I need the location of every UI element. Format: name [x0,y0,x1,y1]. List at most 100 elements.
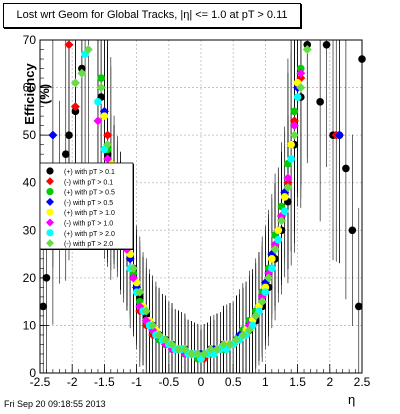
data-point [280,207,289,216]
data-point [270,244,280,254]
y-tick-label: 20 [23,271,37,285]
legend-marker [46,218,54,227]
data-point [261,288,270,296]
legend-label: (+) with pT > 0.5 [64,190,115,197]
data-point [283,178,293,188]
x-tick-label: -0.5 [158,375,179,389]
x-axis-title: η [348,392,356,407]
x-tick-label: -2 [67,375,78,389]
data-point [70,102,80,112]
data-point [251,311,261,321]
legend-label: (+) with pT > 2.0 [64,231,115,238]
data-point [100,112,109,120]
data-point [96,83,106,93]
data-point [277,216,286,226]
data-point [316,98,324,106]
x-tick-label: 1.5 [289,375,306,389]
legend-marker [46,229,54,237]
data-point [283,182,293,192]
data-point [274,236,283,244]
data-point [289,121,299,131]
data-point [148,320,158,330]
x-tick-label: 0 [198,375,205,389]
data-point [302,45,312,55]
data-point [274,226,283,235]
data-point [238,330,248,340]
data-point [206,344,216,354]
data-point [231,335,241,345]
x-tick-label: 1 [262,375,269,389]
data-point [135,287,145,297]
x-tick-label: -2.5 [30,375,51,389]
data-point [103,130,113,140]
data-point [297,64,305,73]
data-point [212,344,222,354]
data-point [257,297,267,307]
data-point [264,273,274,283]
timestamp-footer: Fri Sep 20 09:18:55 2013 [4,399,106,409]
legend-label: (+) with pT > 1.0 [64,210,115,217]
data-point [193,349,203,359]
legend-marker [46,188,54,196]
data-point [293,93,302,101]
x-tick-label: -1 [131,375,142,389]
legend-box [39,162,134,250]
data-point [128,273,138,283]
data-point [354,302,363,311]
y-tick-label: 70 [23,33,37,47]
legend-label: (-) with pT > 0.5 [64,200,113,207]
legend-label: (+) with pT > 0.1 [64,169,115,176]
data-point [268,255,276,263]
data-point [289,116,299,126]
data-point [296,68,306,78]
data-point [199,349,209,359]
data-point [303,40,312,49]
data-point [322,40,331,49]
data-point [103,154,113,164]
chart-title: Lost wrt Geom for Global Tracks, |η| <= … [3,3,301,28]
data-point [287,140,295,149]
y-tick-label: 50 [23,128,37,142]
data-point [83,45,93,55]
data-point [70,78,80,88]
data-point [173,344,183,354]
data-point [287,155,295,163]
data-point [48,130,58,140]
x-tick-label: 2 [326,375,333,389]
x-tick-label: 2.5 [354,375,371,389]
data-point [64,40,74,50]
y-tick-label: 10 [23,318,37,332]
data-point [334,130,344,140]
x-tick-label: -1.5 [94,375,115,389]
data-point [280,193,289,201]
data-point [180,344,190,354]
y-tick-label: 0 [29,366,36,380]
data-point [348,226,357,235]
data-point [342,164,350,173]
data-point [161,335,171,345]
y-axis-title: Efficiency (%) [22,63,52,125]
legend-marker [46,239,54,248]
data-point [225,339,235,349]
data-point [141,306,151,316]
data-point [97,74,105,82]
legend-label: (-) with pT > 0.1 [64,179,113,186]
data-point [61,150,70,158]
legend-label: (-) with pT > 2.0 [64,241,113,248]
data-point [290,107,299,116]
data-point [94,98,102,106]
data-point [244,325,254,335]
legend-marker [46,177,54,186]
x-tick-label: 0.5 [225,375,242,389]
y-tick-label: 30 [23,223,37,237]
data-point [93,116,103,126]
legend-marker [46,167,54,175]
data-point [289,130,299,140]
data-point [65,131,73,139]
y-tick-label: 40 [23,176,37,190]
data-point [283,173,293,183]
data-point [296,83,306,93]
data-point [268,264,276,273]
